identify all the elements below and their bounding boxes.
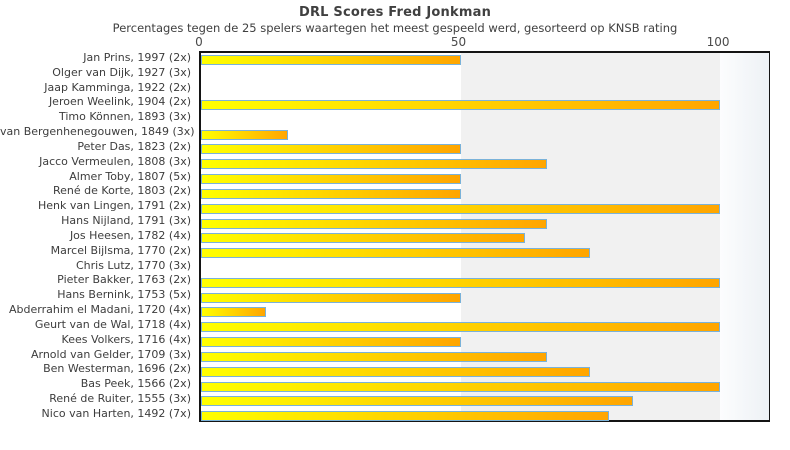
score-bar — [201, 99, 721, 110]
category-label: Geurt van de Wal, 1718 (4x) — [34, 317, 191, 331]
bar-row — [201, 350, 769, 365]
bar-row — [201, 246, 769, 261]
bar-row — [201, 68, 769, 83]
category-label: Timo Können, 1893 (3x) — [58, 110, 191, 124]
bar-row — [201, 97, 769, 112]
score-bar — [201, 307, 266, 318]
category-label: Pieter Bakker, 1763 (2x) — [57, 273, 191, 287]
category-label: Olger van Dijk, 1927 (3x) — [52, 65, 191, 79]
category-label: Chris Lutz, 1770 (3x) — [75, 258, 191, 272]
bar-row — [201, 364, 769, 379]
score-bar — [201, 248, 591, 259]
category-label: Hans Bernink, 1753 (5x) — [57, 288, 191, 302]
category-label: Nico van Harten, 1492 (7x) — [41, 406, 191, 420]
score-bar — [201, 396, 634, 407]
category-label: René de Ruiter, 1555 (3x) — [49, 392, 191, 406]
category-label: van Bergenhenegouwen, 1849 (3x) — [0, 125, 195, 139]
bar-row — [201, 172, 769, 187]
bar-row — [201, 379, 769, 394]
category-label: Jeroen Weelink, 1904 (2x) — [48, 95, 191, 109]
category-label: Jos Heesen, 1782 (4x) — [69, 228, 191, 242]
score-bar — [201, 277, 721, 288]
bar-row — [201, 290, 769, 305]
bar-row — [201, 201, 769, 216]
category-label: Arnold van Gelder, 1709 (3x) — [30, 347, 191, 361]
x-tick-label: 100 — [706, 35, 730, 49]
bar-row — [201, 142, 769, 157]
bar-row — [201, 216, 769, 231]
score-bar — [201, 292, 461, 303]
category-label: Jan Prins, 1997 (2x) — [83, 51, 191, 64]
bar-row — [201, 394, 769, 409]
score-bar — [201, 322, 721, 333]
category-label: Peter Das, 1823 (2x) — [77, 139, 191, 153]
score-bar — [201, 366, 591, 377]
score-bar — [201, 218, 548, 229]
bar-row — [201, 127, 769, 142]
bar-row — [201, 231, 769, 246]
category-label: René de Korte, 1803 (2x) — [53, 184, 191, 198]
category-label: Abderrahim el Madani, 1720 (4x) — [9, 303, 191, 317]
category-label: Marcel Bijlsma, 1770 (2x) — [50, 243, 191, 257]
score-bar — [201, 174, 461, 185]
plot-area — [199, 51, 770, 422]
score-bar — [201, 233, 526, 244]
category-label: Hans Nijland, 1791 (3x) — [61, 214, 191, 228]
bar-rows — [201, 53, 769, 422]
score-bar — [201, 55, 461, 66]
category-label: Almer Toby, 1807 (5x) — [69, 169, 191, 183]
score-bar — [201, 188, 461, 199]
bar-row — [201, 186, 769, 201]
bar-row — [201, 83, 769, 98]
y-axis-category-labels: Jan Prins, 1997 (2x) Olger van Dijk, 1927… — [0, 51, 195, 422]
score-bar — [201, 351, 548, 362]
score-bar — [201, 337, 461, 348]
bar-row — [201, 409, 769, 424]
category-label: Bas Peek, 1566 (2x) — [80, 377, 191, 391]
category-label: Ben Westerman, 1696 (2x) — [43, 362, 191, 376]
category-label: Jaap Kamminga, 1922 (2x) — [44, 80, 191, 94]
bar-row — [201, 53, 769, 68]
chart-title: DRL Scores Fred Jonkman — [298, 5, 492, 20]
category-label: Kees Volkers, 1716 (4x) — [61, 332, 191, 346]
bar-row — [201, 320, 769, 335]
category-label: Henk van Lingen, 1791 (2x) — [37, 199, 191, 213]
bar-row — [201, 335, 769, 350]
x-tick-label: 0 — [195, 35, 203, 49]
x-tick-label: 50 — [450, 35, 467, 49]
bar-row — [201, 305, 769, 320]
score-bar — [201, 144, 461, 155]
chart-subtitle: Percentages tegen de 25 spelers waartege… — [112, 21, 678, 35]
score-bar — [201, 411, 609, 422]
bar-row — [201, 112, 769, 127]
x-axis-tick-labels: 0 50 100 — [195, 35, 770, 49]
bar-row — [201, 275, 769, 290]
score-bar — [201, 381, 721, 392]
bar-row — [201, 261, 769, 276]
band-beyond-100 — [720, 53, 769, 420]
bar-row — [201, 157, 769, 172]
score-bar — [201, 129, 288, 140]
category-label: Jacco Vermeulen, 1808 (3x) — [39, 154, 191, 168]
score-bar — [201, 159, 548, 170]
score-bar — [201, 203, 721, 214]
